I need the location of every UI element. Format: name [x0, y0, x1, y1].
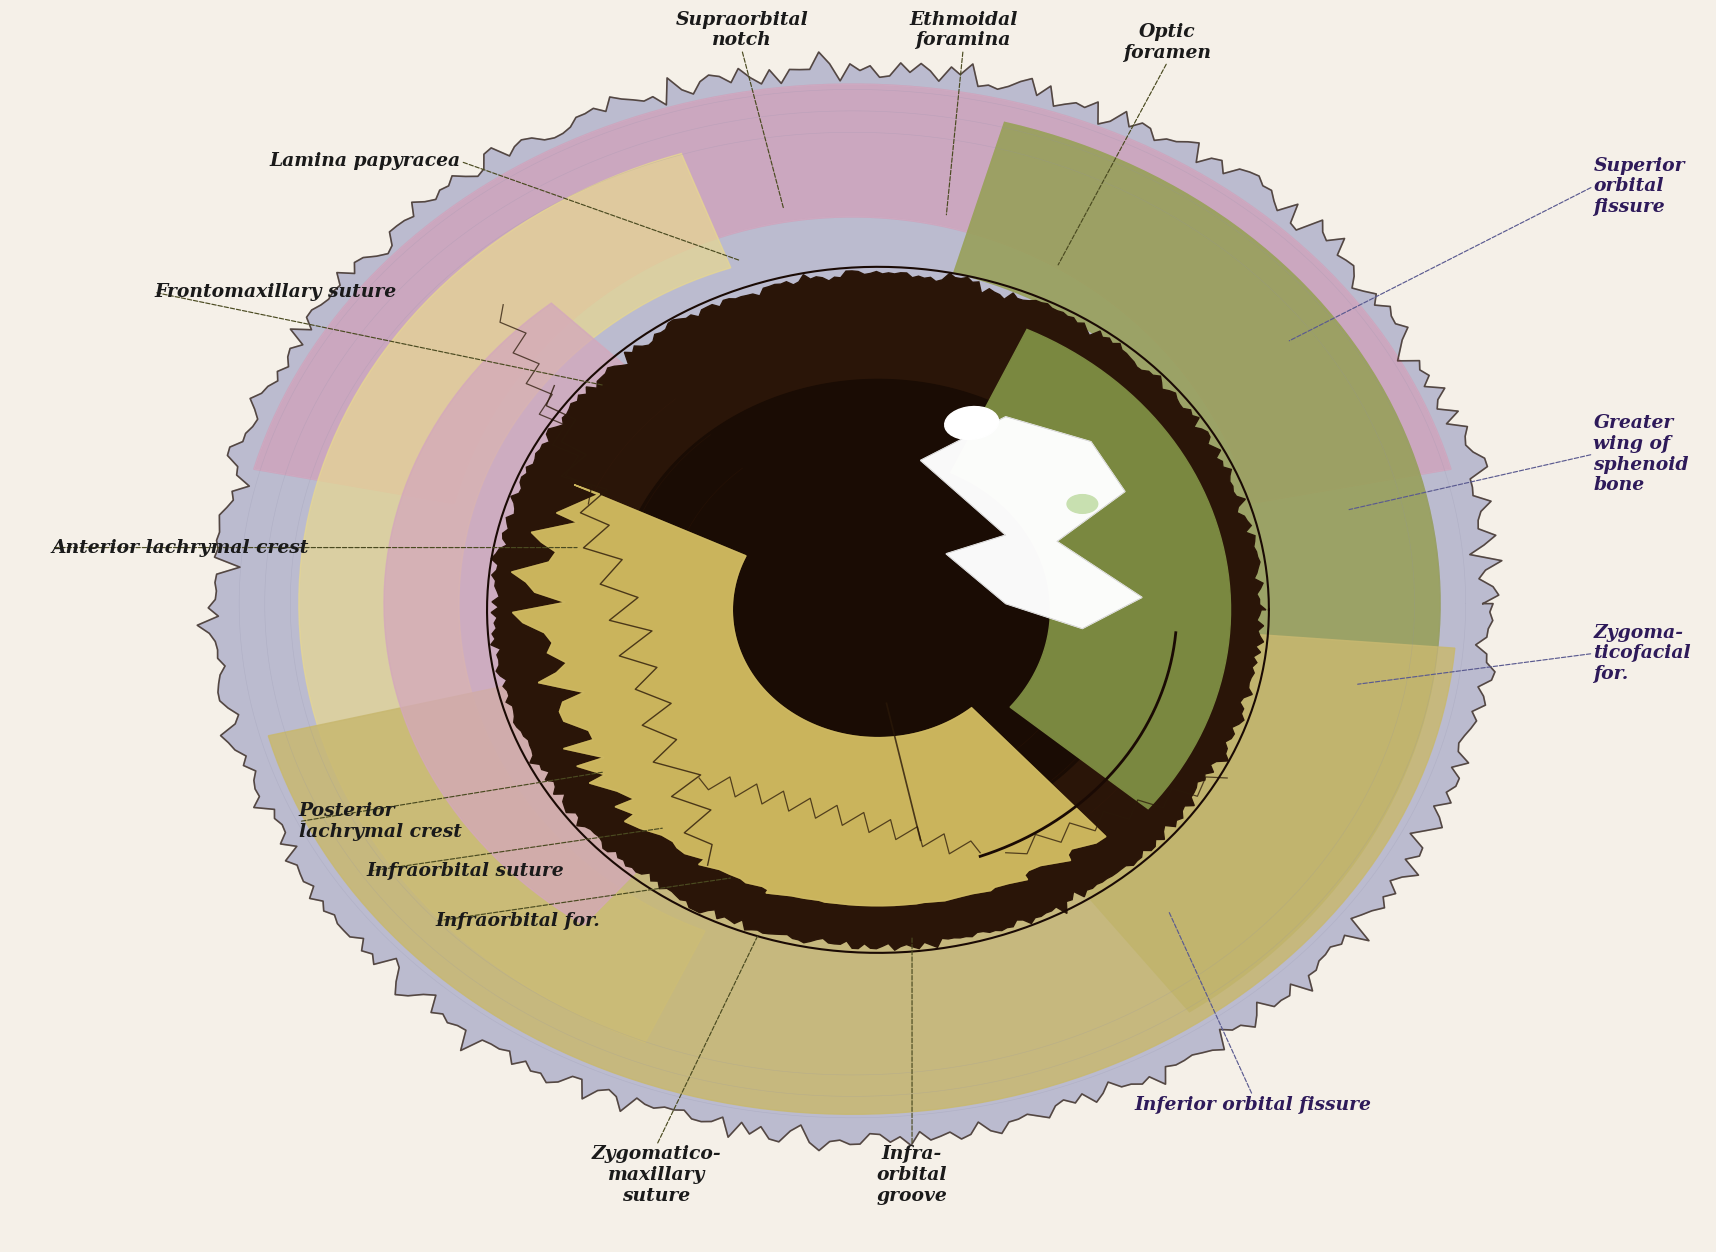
- Text: Supraorbital
notch: Supraorbital notch: [676, 10, 808, 49]
- Text: Posterior
lachrymal crest: Posterior lachrymal crest: [299, 803, 462, 841]
- Text: Inferior orbital fissure: Inferior orbital fissure: [1134, 1096, 1371, 1113]
- Polygon shape: [268, 629, 1455, 1114]
- Text: Infraorbital for.: Infraorbital for.: [436, 913, 601, 930]
- Text: Anterior lachrymal crest: Anterior lachrymal crest: [51, 538, 309, 557]
- Ellipse shape: [1067, 495, 1098, 513]
- Polygon shape: [951, 329, 1230, 809]
- Polygon shape: [511, 485, 1105, 905]
- Polygon shape: [614, 379, 1141, 840]
- Polygon shape: [920, 417, 1141, 629]
- Text: Ethmoidal
foramina: Ethmoidal foramina: [909, 10, 1018, 49]
- Text: Superior
orbital
fissure: Superior orbital fissure: [1594, 156, 1685, 217]
- Polygon shape: [954, 123, 1440, 1012]
- Polygon shape: [254, 84, 1452, 503]
- Polygon shape: [197, 53, 1502, 1151]
- Polygon shape: [384, 303, 669, 925]
- Ellipse shape: [946, 407, 999, 439]
- Polygon shape: [197, 53, 1502, 1151]
- Polygon shape: [299, 154, 731, 1043]
- Polygon shape: [954, 123, 1440, 1012]
- Polygon shape: [254, 84, 1452, 503]
- Text: Zygomatico-
maxillary
suture: Zygomatico- maxillary suture: [592, 1146, 721, 1204]
- Text: Lamina papyracea: Lamina papyracea: [269, 153, 460, 170]
- Text: Frontomaxillary suture: Frontomaxillary suture: [154, 283, 396, 302]
- Text: Infraorbital suture: Infraorbital suture: [367, 863, 565, 880]
- Polygon shape: [491, 270, 1266, 950]
- Text: Zygoma-
ticofacial
for.: Zygoma- ticofacial for.: [1594, 623, 1690, 684]
- Text: Greater
wing of
sphenoid
bone: Greater wing of sphenoid bone: [1594, 414, 1689, 495]
- Polygon shape: [511, 485, 1105, 905]
- Text: Optic
foramen: Optic foramen: [1124, 23, 1211, 61]
- Text: Infra-
orbital
groove: Infra- orbital groove: [877, 1146, 947, 1204]
